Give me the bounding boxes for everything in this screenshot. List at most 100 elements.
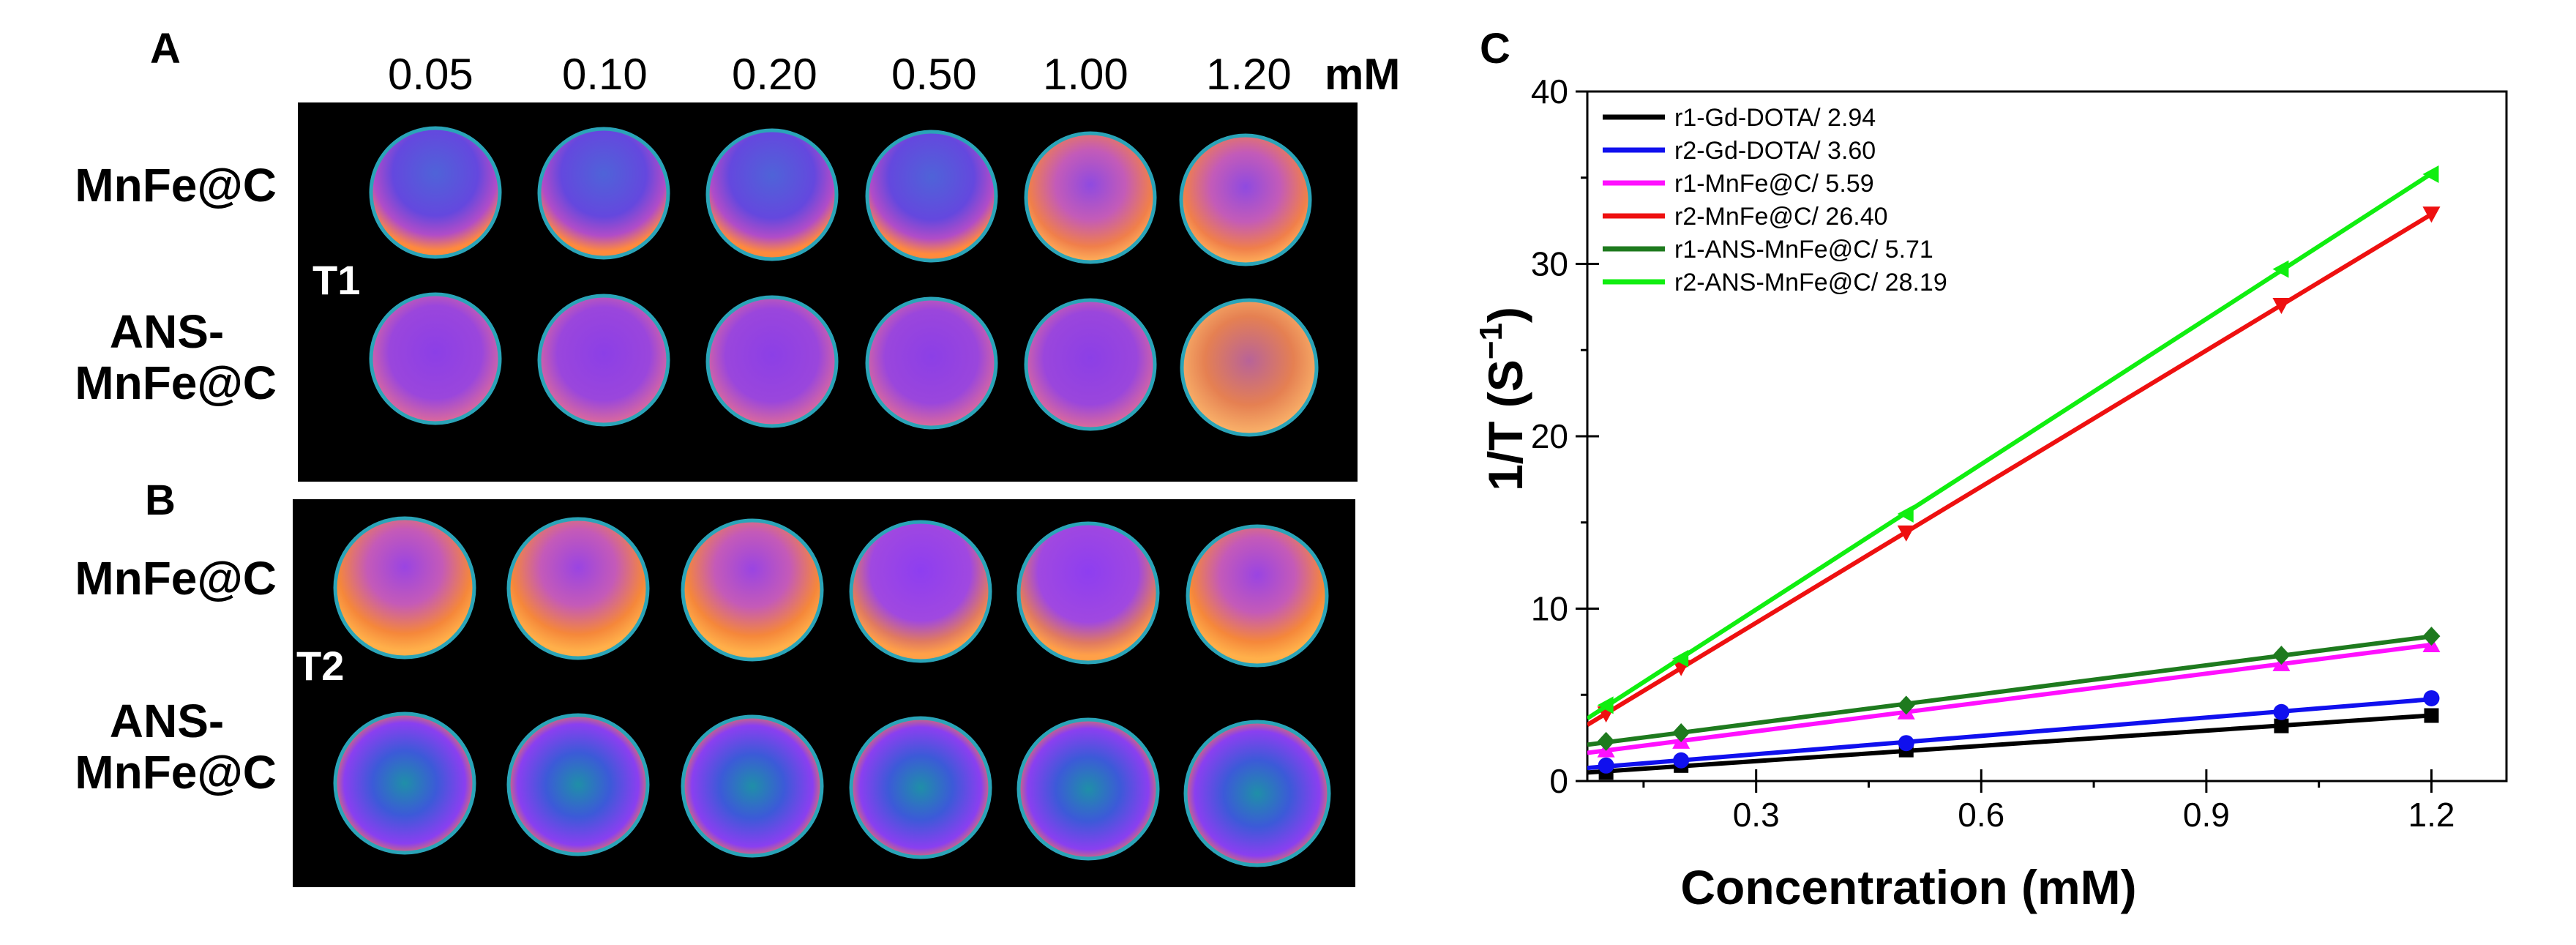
panel-label-b: B bbox=[145, 477, 176, 524]
row-label-t2-ans-mnfe: ANS- MnFe@C bbox=[28, 695, 277, 799]
data-point bbox=[2422, 165, 2439, 184]
data-point bbox=[2273, 703, 2290, 720]
phantom-well bbox=[1016, 521, 1160, 665]
series-4 bbox=[1587, 627, 2441, 751]
data-point bbox=[2423, 690, 2440, 706]
concentration-unit: mM bbox=[1325, 50, 1401, 99]
chart-legend: r1-Gd-DOTA/ 2.94 r2-Gd-DOTA/ 3.60 r1-MnFe@… bbox=[1603, 104, 1947, 296]
series-5 bbox=[1587, 165, 2439, 721]
data-point bbox=[1897, 504, 1914, 523]
series-line bbox=[1587, 642, 2432, 755]
y-tick-label: 10 bbox=[1531, 590, 1568, 628]
x-axis-label: Concentration (mM) bbox=[1680, 860, 2136, 914]
row-label-line: ANS- bbox=[109, 305, 225, 358]
phantom-well bbox=[681, 714, 824, 858]
y-tick-label: 0 bbox=[1549, 762, 1568, 800]
phantom-well bbox=[1016, 717, 1160, 861]
row-label-line: MnFe@C bbox=[75, 746, 277, 799]
legend-entry: r1-MnFe@C/ 5.59 bbox=[1674, 170, 1874, 198]
phantom-well bbox=[369, 126, 502, 259]
t2-sequence-label: T2 bbox=[296, 643, 345, 689]
phantom-well bbox=[333, 711, 476, 855]
phantom-well bbox=[681, 518, 824, 662]
legend-entry: r2-ANS-MnFe@C/ 28.19 bbox=[1674, 269, 1947, 296]
series-line bbox=[1587, 634, 2432, 747]
data-point bbox=[2422, 627, 2441, 646]
data-point bbox=[1672, 649, 1689, 668]
data-point bbox=[1897, 695, 1915, 715]
phantom-well bbox=[537, 294, 670, 427]
series-0 bbox=[1587, 708, 2439, 780]
phantom-well bbox=[333, 516, 476, 660]
phantom-well bbox=[506, 713, 650, 856]
concentration-label: 1.00 bbox=[1043, 50, 1128, 99]
y-tick-label: 20 bbox=[1531, 417, 1568, 455]
row-label-line: ANS- bbox=[109, 695, 225, 747]
row-label-t2-mnfe: MnFe@C bbox=[75, 552, 277, 605]
phantom-well bbox=[537, 127, 670, 260]
phantom-well bbox=[849, 520, 992, 663]
data-point bbox=[2424, 708, 2439, 723]
y-axis-label-close: ) bbox=[1478, 307, 1532, 323]
phantom-well bbox=[865, 296, 998, 430]
legend-entry: r1-Gd-DOTA/ 2.94 bbox=[1674, 104, 1876, 132]
chart-series bbox=[1587, 165, 2441, 780]
row-label-t1-ans-mnfe: ANS- MnFe@C bbox=[28, 306, 277, 409]
data-point bbox=[1898, 735, 1914, 752]
x-tick-label: 0.3 bbox=[1733, 796, 1780, 834]
y-axis-label-superscript: −1 bbox=[1473, 323, 1509, 359]
data-point bbox=[1672, 723, 1690, 743]
phantom-well bbox=[369, 292, 502, 425]
phantom-well bbox=[506, 517, 650, 660]
data-point bbox=[1598, 757, 1614, 774]
t2-row-mnfe bbox=[333, 516, 1329, 668]
series-line bbox=[1587, 212, 2433, 727]
concentration-label: 0.10 bbox=[562, 50, 648, 99]
series-1 bbox=[1587, 690, 2440, 774]
concentration-label: 0.05 bbox=[388, 50, 473, 99]
series-2 bbox=[1587, 635, 2441, 758]
data-point bbox=[1597, 696, 1614, 714]
phantom-well bbox=[1024, 298, 1157, 431]
data-point bbox=[2272, 646, 2291, 665]
chart-axis-labels: Concentration (mM) 1/T (S−1) bbox=[1473, 307, 2137, 914]
concentration-label: 0.20 bbox=[732, 50, 817, 99]
t1-row-ans-mnfe bbox=[369, 292, 1319, 437]
row-label-line: MnFe@C bbox=[75, 356, 277, 410]
data-point bbox=[2422, 206, 2441, 223]
phantom-well bbox=[705, 128, 839, 261]
data-point bbox=[1673, 752, 1690, 769]
data-point bbox=[2272, 298, 2291, 315]
concentration-label: 1.20 bbox=[1206, 50, 1292, 99]
t2-mri-image: T2 bbox=[293, 499, 1355, 887]
data-point bbox=[1897, 525, 1915, 542]
y-axis-label: 1/T (S−1) bbox=[1473, 307, 1532, 491]
t2-phantom-grid bbox=[333, 516, 1331, 867]
panel-label-a: A bbox=[150, 25, 181, 72]
series-line bbox=[1587, 171, 2433, 721]
phantom-well bbox=[865, 130, 998, 263]
t2-row-ans-mnfe bbox=[333, 711, 1331, 867]
x-tick-label: 1.2 bbox=[2408, 796, 2455, 834]
series-line bbox=[1587, 697, 2432, 771]
t1-phantom-grid bbox=[369, 126, 1319, 437]
legend-entry: r1-ANS-MnFe@C/ 5.71 bbox=[1674, 236, 1933, 264]
relaxivity-chart: 0 10 20 30 40 0.3 0.6 0.9 1.2 r1-Gd-DOTA/ 2.94 r2… bbox=[1473, 72, 2508, 914]
data-point bbox=[2274, 718, 2289, 733]
concentration-label: 0.50 bbox=[891, 50, 977, 99]
t1-sequence-label: T1 bbox=[312, 257, 361, 303]
phantom-well bbox=[1179, 133, 1312, 266]
x-tick-label: 0.6 bbox=[1958, 796, 2004, 834]
row-label-t1-mnfe: MnFe@C bbox=[75, 159, 277, 212]
x-tick-label: 0.9 bbox=[2183, 796, 2230, 834]
y-axis-label-main: 1/T (S bbox=[1478, 359, 1532, 491]
phantom-well bbox=[1186, 524, 1329, 668]
legend-entry: r2-MnFe@C/ 26.40 bbox=[1674, 203, 1888, 231]
legend-entry: r2-Gd-DOTA/ 3.60 bbox=[1674, 137, 1876, 165]
phantom-well bbox=[849, 716, 992, 859]
data-point bbox=[1597, 731, 1615, 751]
chart-axes: 0 10 20 30 40 0.3 0.6 0.9 1.2 bbox=[1531, 72, 2508, 834]
y-tick-label: 40 bbox=[1531, 72, 1568, 111]
t1-row-mnfe bbox=[369, 126, 1312, 266]
phantom-well bbox=[705, 295, 839, 428]
